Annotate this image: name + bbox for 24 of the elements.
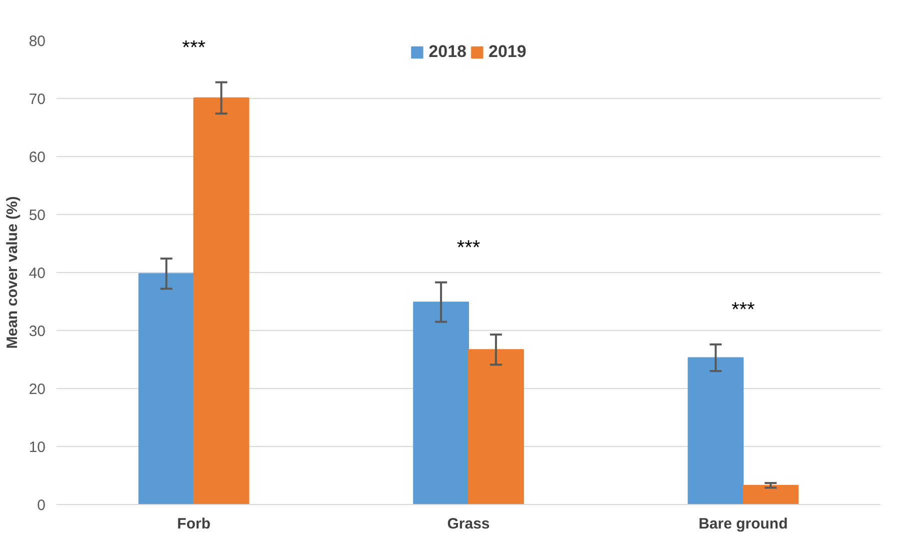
y-tick-label: 60 (28, 149, 46, 166)
y-tick-label: 40 (28, 265, 46, 282)
x-tick-label: Forb (177, 516, 210, 532)
annotation: *** (182, 37, 206, 60)
y-tick-label: 50 (28, 207, 46, 224)
y-tick-label: 20 (28, 381, 46, 398)
y-tick-label: 30 (28, 323, 46, 340)
bar (193, 97, 250, 504)
annotation: *** (731, 299, 756, 322)
y-tick-label: 10 (28, 439, 46, 456)
x-tick-label: Bare ground (698, 516, 788, 532)
x-tick-label: Grass (447, 516, 490, 532)
y-axis-title: Mean cover value (%) (4, 196, 21, 349)
bar (742, 484, 799, 504)
bar (688, 357, 744, 504)
annotation: *** (456, 237, 480, 260)
legend-label: 2019 (488, 42, 526, 62)
y-tick-label: 80 (28, 33, 46, 50)
bar (138, 273, 194, 504)
y-tick-label: 70 (28, 91, 46, 108)
y-tick-label: 0 (37, 497, 46, 514)
bar (468, 349, 524, 504)
legend-label: 2018 (428, 42, 466, 62)
bar (413, 302, 469, 504)
